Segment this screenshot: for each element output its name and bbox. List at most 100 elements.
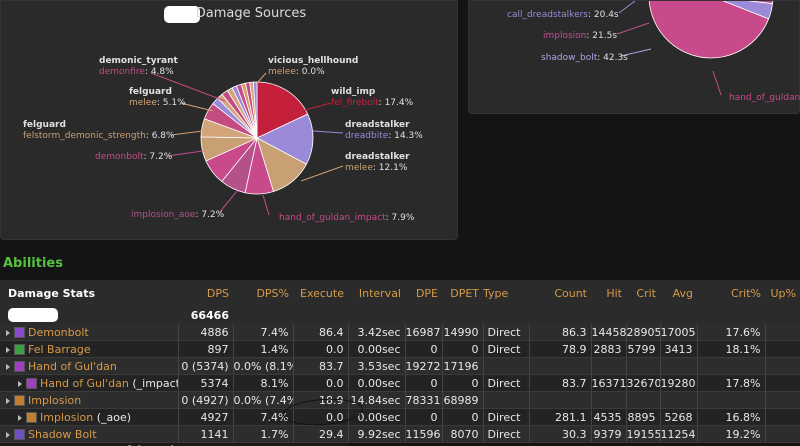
column-header[interactable]: Hit (591, 280, 626, 307)
cell-crit: 28905 (626, 324, 661, 341)
expand-arrow-icon[interactable] (6, 346, 10, 353)
cell-crit: 8895 (626, 408, 661, 426)
total-dps: 66466 (178, 307, 233, 324)
ability-name[interactable]: Implosion (28, 393, 82, 407)
pie-leader-line (300, 102, 332, 112)
pet-name[interactable]: pet - felguard (0, 442, 178, 446)
cell-crit (626, 391, 661, 409)
expand-arrow-icon[interactable] (6, 431, 10, 438)
expand-arrow-icon[interactable] (6, 397, 10, 404)
column-header[interactable]: DPE (405, 280, 442, 307)
ability-name-cell[interactable]: Shadow Bolt (0, 425, 179, 443)
damage-sources-title: Damage Sources (195, 6, 307, 21)
cell-count: 78.9 (529, 340, 592, 358)
ability-name-cell[interactable]: Implosion (0, 391, 179, 409)
cell-execute: 0.0 (293, 340, 349, 358)
column-header[interactable]: Type (483, 280, 529, 307)
column-header[interactable]: Up% (765, 280, 800, 307)
cell-dps: 0 (4927) (178, 391, 234, 409)
column-header[interactable]: DPET (442, 280, 483, 307)
cell-dpe: 0 (405, 340, 443, 358)
ability-name[interactable]: Hand of Gul'dan (40, 376, 129, 390)
ability-name[interactable]: Implosion (40, 410, 94, 424)
cell-hit: 9379 (591, 425, 627, 443)
pie-label-source: vicious_hellhound (268, 56, 358, 66)
table-row[interactable]: Implosion 0 (4927)0.0% (7.4%)18.914.84sec… (0, 391, 800, 409)
cell-execute: 0.0 (293, 408, 349, 426)
cell-dpet: 14990 (442, 324, 484, 341)
pie-leader-line (300, 165, 344, 182)
table-row[interactable]: Demonbolt 4886 7.4% 86.4 3.42sec 16987 14990 Di… (0, 324, 800, 341)
cell-execute: 0.0 (293, 374, 349, 392)
pet-value: 13193 / 13193 (178, 442, 348, 446)
column-header[interactable]: Crit% (697, 280, 765, 307)
ability-name-cell[interactable]: Implosion (_aoe) (0, 408, 179, 426)
expand-arrow-icon[interactable] (6, 329, 10, 336)
column-header[interactable]: Count (529, 280, 591, 307)
column-header[interactable]: Avg (660, 280, 697, 307)
cell-crit (626, 357, 661, 375)
cell-count (529, 357, 592, 375)
column-header[interactable]: Crit (626, 280, 660, 307)
column-header[interactable]: DPS% (233, 280, 293, 307)
cell-avg (660, 357, 698, 375)
cell-type: Direct (483, 374, 530, 392)
cell-dpet: 17196 (442, 357, 484, 375)
cell-up (765, 340, 800, 358)
pie-leader-line (150, 72, 226, 102)
pie-label-source: dreadstalker (345, 152, 410, 162)
pie-label-spell: fel_firebolt: 17.4% (331, 98, 414, 108)
pie-leader-line (256, 72, 267, 84)
ability-name-cell[interactable]: Demonbolt (0, 324, 179, 341)
cell-dps: 4886 (178, 324, 234, 341)
ability-name[interactable]: Shadow Bolt (28, 427, 97, 441)
column-header[interactable]: Execute (293, 280, 348, 307)
table-row[interactable]: Implosion (_aoe) 4927 7.4% 0.0 0.00sec 0 0 Dire… (0, 408, 800, 426)
cell-dpe: 16987 (405, 324, 443, 341)
pie-label-spell: implosion_aoe: 7.2% (131, 210, 225, 220)
ability-name[interactable]: Fel Barrage (28, 342, 91, 356)
cell-type (483, 357, 530, 375)
cell-hit (591, 391, 627, 409)
pet-row[interactable]: pet - felguard13193 / 13193 (0, 442, 800, 446)
cell-avg (660, 391, 698, 409)
column-header[interactable]: Damage Stats (0, 280, 178, 307)
cell-critp (697, 357, 766, 375)
ability-icon (26, 378, 37, 389)
pie-label-source: felguard (23, 120, 66, 130)
expand-arrow-icon[interactable] (6, 363, 10, 370)
table-row[interactable]: Hand of Gul'dan (_impact)53748.1%0.00.00… (0, 374, 800, 392)
cell-dpet: 0 (442, 408, 484, 426)
cell-dpet: 0 (442, 374, 484, 392)
cell-interval: 9.92sec (348, 425, 406, 443)
ability-name[interactable]: Demonbolt (28, 325, 89, 339)
pie-leader-line (616, 22, 650, 35)
pie-slice (252, 81, 258, 139)
table-row[interactable]: Fel Barrage 897 1.4% 0.0 0.00sec 0 0 Direct 78.9… (0, 340, 800, 358)
table-row[interactable]: Shadow Bolt 1141 1.7% 29.4 9.92sec 11596 8070 D… (0, 425, 800, 443)
total-name-cell (0, 307, 178, 324)
damage-stats-table: Damage Stats DPS DPS% Execute Interval DPE DPE… (0, 280, 800, 446)
cell-execute: 86.4 (293, 324, 349, 341)
table-row[interactable]: Hand of Gul'dan 0 (5374)0.0% (8.1%)83.73.… (0, 357, 800, 375)
column-header[interactable]: Interval (348, 280, 405, 307)
ability-name-cell[interactable]: Hand of Gul'dan (_impact) (0, 374, 179, 392)
ability-name[interactable]: Hand of Gul'dan (28, 359, 117, 373)
column-header[interactable]: DPS (178, 280, 233, 307)
total-row: 66466 (0, 307, 800, 324)
expand-arrow-icon[interactable] (18, 380, 22, 387)
cell-type: Direct (483, 340, 530, 358)
pie-leader-line (262, 194, 270, 216)
pie-label-source: wild_imp (331, 87, 376, 97)
cell-dpet: 68989 (442, 391, 484, 409)
pie-label-spell: melee: 12.1% (345, 163, 408, 173)
pie-label: shadow_bolt: 42.3s (541, 53, 628, 63)
pie-label-spell: hand_of_guldan_impact: 7.9% (279, 213, 415, 223)
pie-slice (256, 113, 314, 165)
expand-arrow-icon[interactable] (18, 414, 22, 421)
pie-label-spell: dreadbite: 14.3% (345, 131, 423, 141)
cell-critp: 17.6% (697, 324, 766, 341)
ability-name-cell[interactable]: Fel Barrage (0, 340, 179, 358)
ability-name-cell[interactable]: Hand of Gul'dan (0, 357, 179, 375)
